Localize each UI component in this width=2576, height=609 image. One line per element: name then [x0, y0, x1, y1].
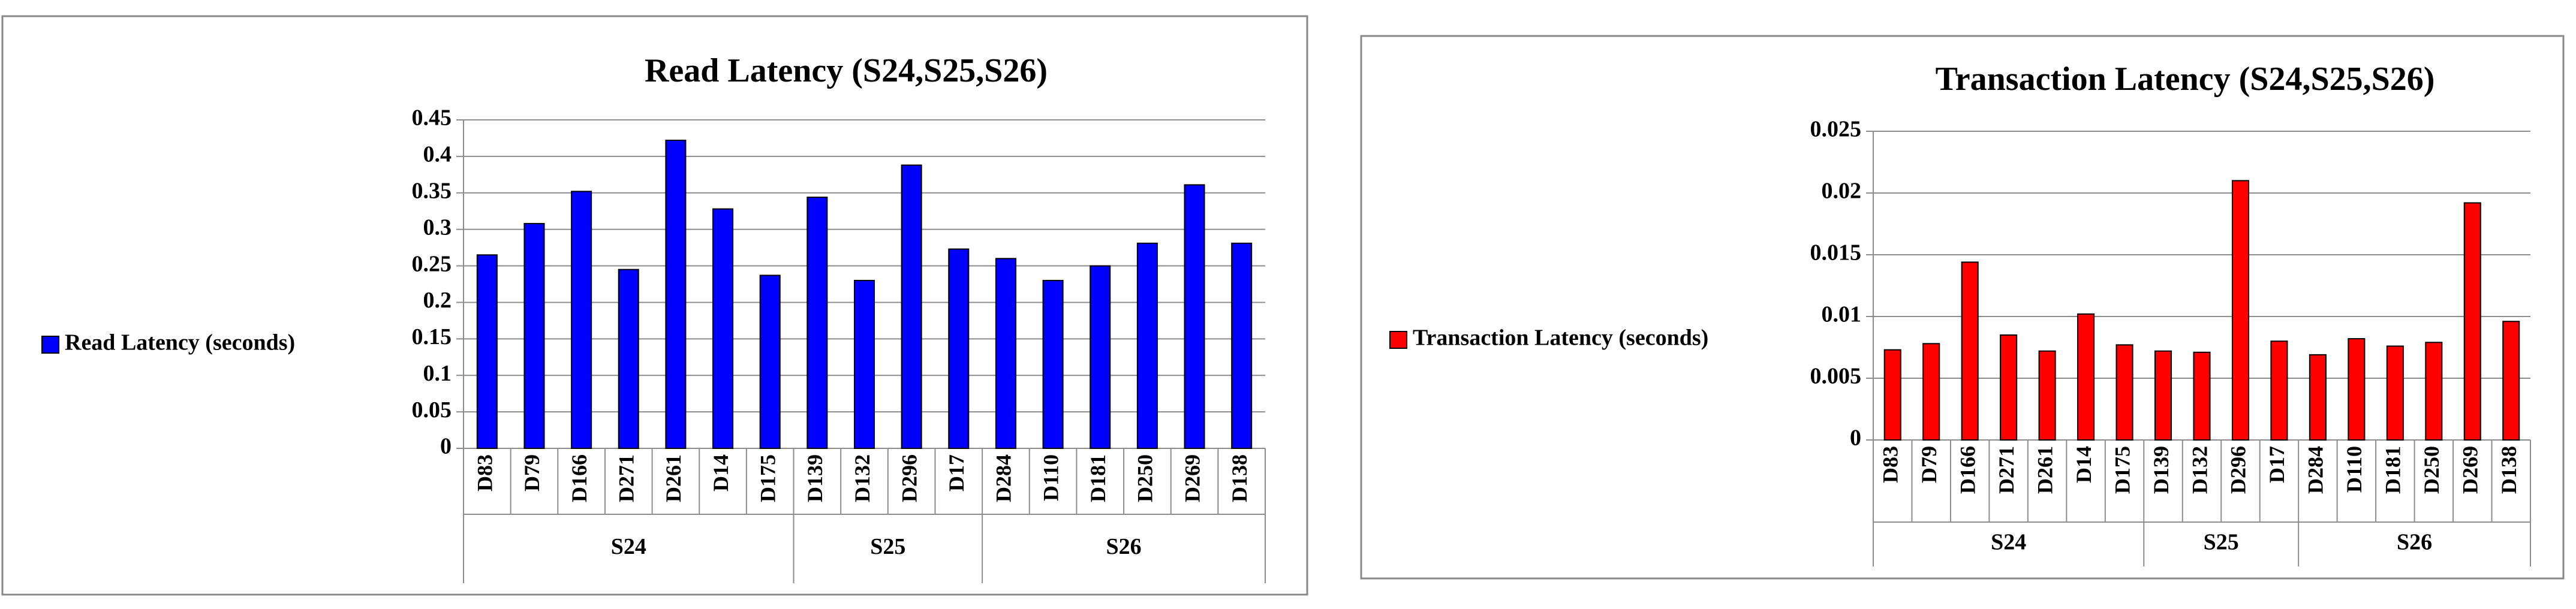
y-tick-label: 0 — [440, 434, 452, 459]
bar — [2231, 180, 2250, 441]
x-tick-label: D175 — [756, 454, 780, 502]
x-tick-label: D83 — [1879, 446, 1903, 483]
bar — [1090, 265, 1111, 449]
y-tick-label: 0.02 — [1822, 179, 1862, 204]
bar — [901, 164, 922, 449]
bar — [806, 197, 828, 449]
bar — [1922, 343, 1940, 441]
x-tick-label: D269 — [1180, 454, 1204, 502]
group-label: S26 — [2397, 530, 2432, 555]
y-tick-label: 0.4 — [423, 142, 452, 167]
y-tick-label: 0.05 — [412, 397, 452, 423]
bar — [2348, 338, 2366, 441]
group-label: S26 — [1106, 534, 1141, 559]
y-tick-label: 0.1 — [423, 361, 452, 386]
bar — [1042, 279, 1064, 449]
bar — [1184, 184, 1205, 449]
bar — [2270, 340, 2288, 441]
bar — [2115, 344, 2133, 441]
x-tick-label: D250 — [2419, 446, 2443, 494]
x-tick-label: D269 — [2458, 446, 2482, 494]
y-tick-label: 0 — [1850, 426, 1861, 451]
y-tick-label: 0.005 — [1810, 364, 1862, 389]
y-tick-label: 0.2 — [423, 288, 452, 313]
x-tick-label: D261 — [661, 454, 685, 502]
bar — [712, 208, 734, 449]
bar — [571, 191, 592, 449]
y-tick-label: 0.15 — [412, 324, 452, 349]
bar — [1961, 261, 1979, 441]
x-tick-label: D14 — [709, 454, 733, 492]
legend-label: Transaction Latency (seconds) — [1413, 325, 1708, 351]
x-tick-label: D138 — [2497, 446, 2521, 494]
bar — [995, 258, 1016, 449]
x-tick-label: D261 — [2033, 446, 2057, 494]
x-tick-label: D110 — [1039, 454, 1063, 501]
x-tick-label: D17 — [2265, 446, 2289, 483]
x-tick-label: D139 — [2149, 446, 2173, 494]
legend-swatch — [1389, 331, 1407, 349]
y-tick-label: 0.025 — [1810, 117, 1862, 142]
x-tick-label: D250 — [1133, 454, 1157, 502]
bar — [523, 222, 545, 449]
y-tick-label: 0.25 — [412, 251, 452, 276]
x-tick-label: D138 — [1227, 454, 1251, 502]
y-tick-label: 0.35 — [412, 178, 452, 203]
x-tick-label: D296 — [2226, 446, 2250, 494]
bar — [2309, 354, 2327, 441]
group-label: S25 — [2204, 530, 2239, 555]
y-tick-label: 0.45 — [412, 105, 452, 131]
x-tick-label: D79 — [1917, 446, 1941, 483]
x-tick-label: D284 — [992, 454, 1016, 502]
x-tick-label: D17 — [944, 454, 968, 492]
x-tick-label: D166 — [567, 454, 591, 502]
bar — [948, 248, 970, 449]
bar — [665, 140, 687, 449]
x-tick-label: D175 — [2110, 446, 2134, 494]
y-tick-label: 0.3 — [423, 215, 452, 240]
x-tick-label: D139 — [803, 454, 827, 502]
x-tick-label: D79 — [520, 454, 544, 492]
x-tick-label: D110 — [2342, 446, 2366, 493]
bar — [2000, 334, 2018, 441]
x-tick-label: D132 — [850, 454, 874, 502]
y-tick-label: 0.01 — [1822, 302, 1862, 327]
group-label: S24 — [611, 534, 646, 559]
bar — [2077, 313, 2095, 441]
bar — [2154, 350, 2172, 441]
bar — [853, 279, 875, 449]
chart-title: Read Latency (S24,S25,S26) — [645, 52, 1048, 89]
x-tick-label: D284 — [2304, 446, 2328, 494]
bar — [1883, 349, 1901, 441]
legend-label: Read Latency (seconds) — [65, 330, 295, 355]
bar — [2038, 350, 2056, 441]
bar — [2425, 342, 2443, 441]
bar — [618, 269, 639, 449]
bar — [1136, 242, 1158, 449]
x-tick-label: D132 — [2187, 446, 2211, 494]
bar — [2193, 351, 2211, 441]
x-tick-label: D271 — [615, 454, 639, 502]
x-tick-label: D296 — [897, 454, 921, 502]
bar — [2502, 321, 2520, 441]
x-tick-label: D181 — [2381, 446, 2405, 494]
x-tick-label: D181 — [1086, 454, 1110, 502]
bar — [2386, 345, 2404, 441]
chart-title: Transaction Latency (S24,S25,S26) — [1936, 61, 2435, 98]
y-tick-label: 0.015 — [1810, 240, 1862, 266]
x-tick-label: D271 — [1994, 446, 2018, 494]
group-label: S25 — [870, 534, 905, 559]
bar — [1231, 242, 1253, 449]
x-tick-label: D14 — [2072, 446, 2096, 483]
bar — [2463, 202, 2481, 441]
bar — [476, 254, 498, 449]
group-label: S24 — [1991, 530, 2026, 555]
legend-swatch — [41, 336, 59, 354]
x-tick-label: D166 — [1955, 446, 1979, 494]
x-tick-label: D83 — [473, 454, 497, 492]
chart-frame — [1, 15, 1308, 596]
bar — [759, 275, 781, 449]
